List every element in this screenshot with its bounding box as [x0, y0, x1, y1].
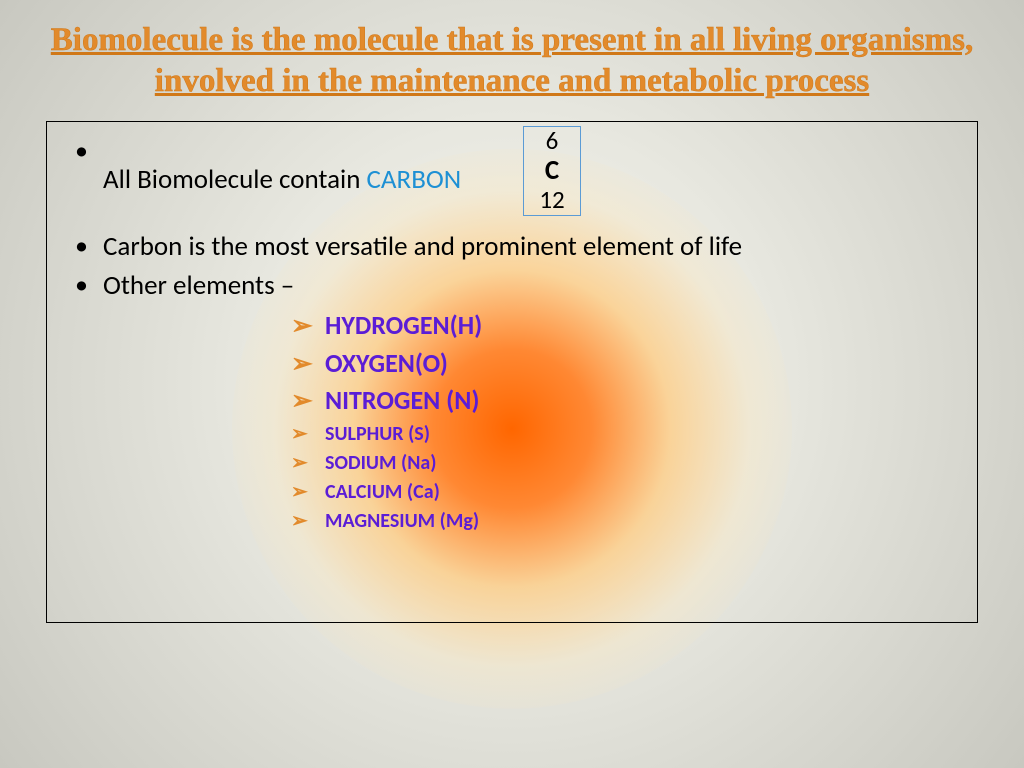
slide-title: Biomolecule is the molecule that is pres… — [0, 0, 1024, 113]
bullet-item: Other elements – — [65, 266, 959, 305]
main-bullet-list: All Biomolecule contain CARBON Carbon is… — [65, 132, 959, 305]
element-item: HYDROGEN(H) — [291, 307, 959, 345]
element-item: NITROGEN (N) — [291, 382, 959, 420]
element-item: SULPHUR (S) — [291, 420, 959, 449]
bullet-item: All Biomolecule contain CARBON — [65, 132, 959, 227]
element-item: SODIUM (Na) — [291, 449, 959, 478]
bullet-text: All Biomolecule contain — [103, 163, 367, 196]
element-item: OXYGEN(O) — [291, 345, 959, 383]
element-item: MAGNESIUM (Mg) — [291, 507, 959, 536]
element-item: CALCIUM (Ca) — [291, 478, 959, 507]
carbon-highlight: CARBON — [367, 163, 462, 196]
content-box: 6 C 12 All Biomolecule contain CARBON Ca… — [46, 121, 978, 623]
bullet-item: Carbon is the most versatile and promine… — [65, 227, 959, 266]
elements-list: HYDROGEN(H) OXYGEN(O) NITROGEN (N) SULPH… — [291, 307, 959, 536]
